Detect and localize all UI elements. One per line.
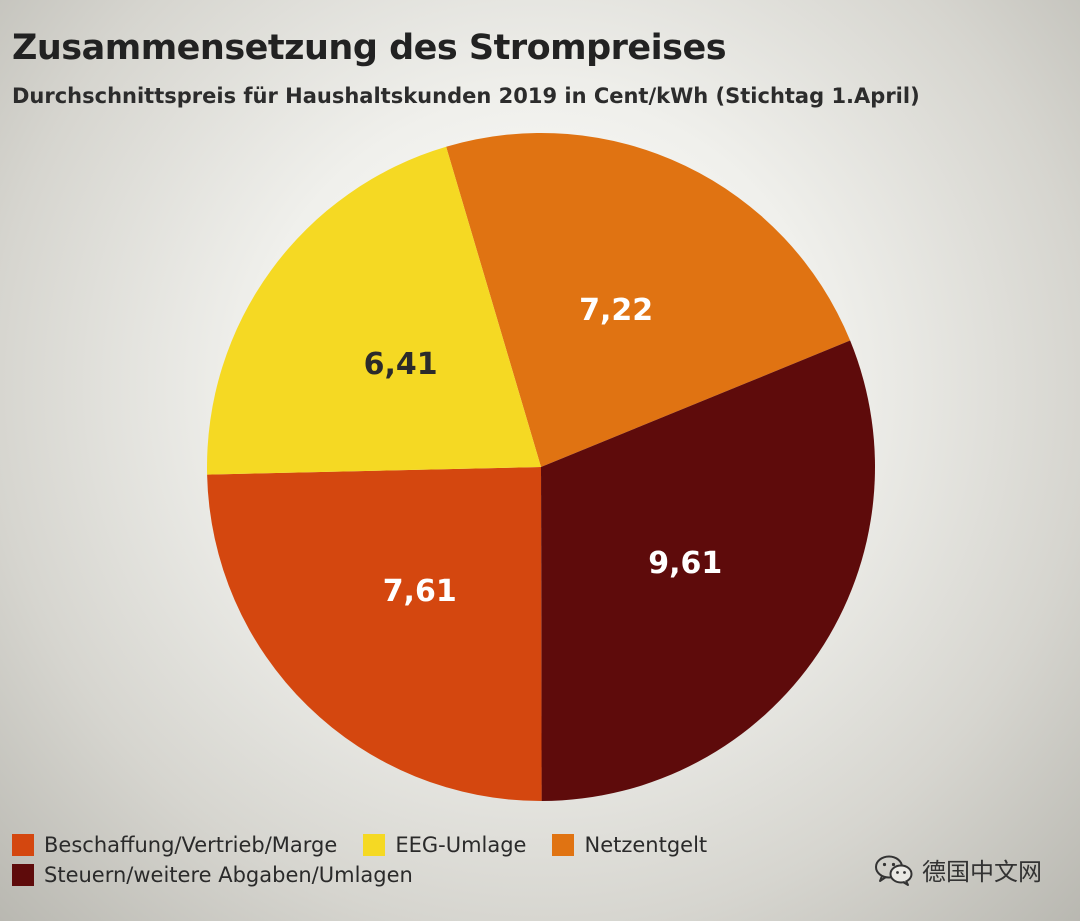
slice-value-label: 7,22 (579, 293, 653, 328)
legend-label: Steuern/weitere Abgaben/Umlagen (44, 863, 413, 887)
pie-slice-3 (207, 146, 541, 475)
legend-swatch (12, 864, 34, 886)
legend-swatch (363, 834, 386, 856)
pie-slice-2 (207, 467, 542, 801)
slice-value-label: 7,61 (383, 574, 457, 609)
legend-row: Steuern/weitere Abgaben/Umlagen (12, 860, 772, 890)
wechat-icon (875, 855, 913, 886)
legend-label: Beschaffung/Vertrieb/Marge (44, 833, 338, 857)
chart-title: Zusammensetzung des Strompreises (12, 28, 727, 68)
slice-value-label: 9,61 (648, 546, 722, 581)
legend-swatch (552, 834, 575, 856)
legend-swatch (12, 834, 34, 856)
legend-item-beschaffung: Beschaffung/Vertrieb/Marge (12, 833, 337, 857)
legend-label: Netzentgelt (584, 833, 708, 857)
slice-value-label: 6,41 (364, 347, 438, 382)
legend-label: EEG-Umlage (395, 833, 527, 857)
chart-legend: Beschaffung/Vertrieb/Marge EEG-Umlage Ne… (12, 830, 772, 890)
legend-item-netzentgelt: Netzentgelt (552, 833, 707, 857)
pie-slice-1 (541, 340, 875, 801)
legend-item-eeg-umlage: EEG-Umlage (363, 833, 526, 857)
watermark: 德国中文网 (874, 852, 1042, 887)
legend-row: Beschaffung/Vertrieb/Marge EEG-Umlage Ne… (12, 830, 772, 860)
legend-item-steuern: Steuern/weitere Abgaben/Umlagen (12, 863, 413, 887)
chart-subtitle: Durchschnittspreis für Haushaltskunden 2… (12, 84, 920, 108)
pie-slice-0 (446, 133, 851, 468)
watermark-text: 德国中文网 (922, 858, 1042, 886)
